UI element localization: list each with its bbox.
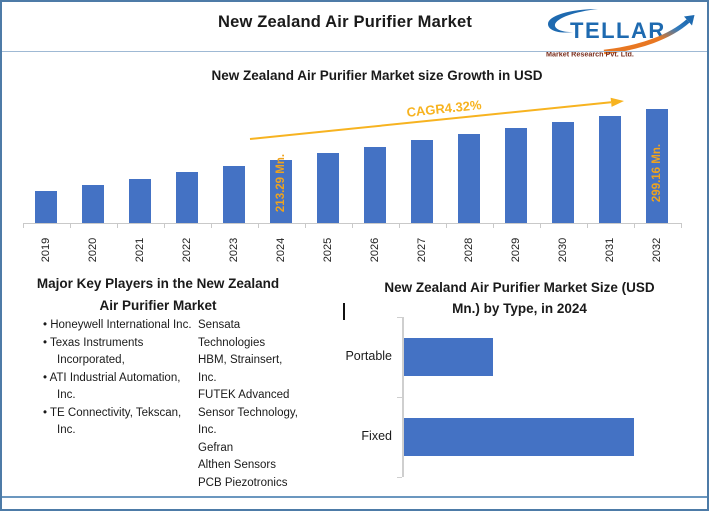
type-chart-title-line1: New Zealand Air Purifier Market Size (US… <box>384 280 655 295</box>
type-chart-title: New Zealand Air Purifier Market Size (US… <box>347 277 692 319</box>
growth-axis-tick <box>257 223 259 228</box>
cagr-annotation: CAGR4.32% <box>405 97 483 120</box>
growth-bar-2031 <box>599 116 621 223</box>
growth-bar-2019 <box>35 191 57 223</box>
type-axis-tick <box>397 477 402 478</box>
logo-s-swoosh-icon <box>548 9 598 33</box>
bar-value-label-2032: 299.16 Mn. <box>651 143 663 203</box>
bar-value-label-2024: 213.29 Mn. <box>275 153 287 213</box>
growth-axis-tick <box>633 223 635 228</box>
type-axis-tick <box>397 317 402 318</box>
growth-bar-2025 <box>317 153 339 223</box>
type-bar-portable <box>403 338 493 376</box>
growth-bar-2023 <box>223 166 245 223</box>
x-tick-label-2020: 2020 <box>87 237 99 263</box>
x-tick-label-2028: 2028 <box>463 237 475 263</box>
growth-axis-tick <box>586 223 588 228</box>
key-player-item: Honeywell International Inc. <box>32 317 194 335</box>
type-chart-title-line2: Mn.) by Type, in 2024 <box>452 301 587 316</box>
key-player-item: FUTEK Advanced Sensor Technology, Inc. <box>198 389 298 436</box>
growth-bar-2022 <box>176 172 198 223</box>
growth-bar-2026 <box>364 147 386 223</box>
growth-bar-2024 <box>270 160 292 223</box>
x-tick-label-2021: 2021 <box>134 237 146 263</box>
growth-bar-2028 <box>458 134 480 223</box>
growth-bar-2021 <box>129 179 151 223</box>
growth-axis-tick <box>351 223 353 228</box>
growth-axis-tick <box>680 223 682 228</box>
key-player-item: PCB Piezotronics <box>198 476 288 489</box>
growth-chart-title: New Zealand Air Purifier Market size Gro… <box>211 68 543 83</box>
x-tick-label-2019: 2019 <box>40 237 52 263</box>
type-y-axis <box>402 317 404 477</box>
key-player-item: Gefran <box>198 441 234 454</box>
growth-axis-tick <box>539 223 541 228</box>
stellar-logo: TELLAR Market Research Pvt. Ltd. <box>546 9 695 59</box>
growth-axis-tick <box>445 223 447 228</box>
bottom-divider <box>2 496 707 498</box>
key-player-item: HBM, Strainsert, Inc. <box>198 354 283 384</box>
logo-arrow-icon <box>603 19 690 55</box>
type-bar-fixed <box>403 418 634 456</box>
growth-axis-tick <box>116 223 118 228</box>
growth-axis-tick <box>210 223 212 228</box>
key-players-title-line2: Air Purifier Market <box>99 298 217 313</box>
key-players-title-line1: Major Key Players in the New Zealand <box>36 276 280 291</box>
x-tick-label-2024: 2024 <box>275 237 287 263</box>
growth-axis-tick <box>69 223 71 228</box>
x-tick-label-2031: 2031 <box>604 237 616 263</box>
logo-brand-text: TELLAR <box>570 18 666 43</box>
key-players-list-plain: Sensata Technologies HBM, Strainsert, In… <box>198 317 298 492</box>
type-axis-tick <box>397 397 402 398</box>
x-tick-label-2022: 2022 <box>181 237 193 263</box>
page-title: New Zealand Air Purifier Market <box>217 13 473 31</box>
growth-axis-tick <box>492 223 494 228</box>
logo-tagline: Market Research Pvt. Ltd. <box>546 50 634 59</box>
x-tick-label-2026: 2026 <box>369 237 381 263</box>
key-player-item: TE Connectivity, Tekscan, Inc. <box>32 405 194 440</box>
type-category-label-portable: Portable <box>345 349 392 363</box>
type-category-label-fixed: Fixed <box>361 429 392 443</box>
x-tick-label-2029: 2029 <box>510 237 522 263</box>
key-player-item: Althen Sensors <box>198 459 276 471</box>
x-tick-label-2027: 2027 <box>416 237 428 263</box>
x-tick-label-2032: 2032 <box>651 237 663 263</box>
growth-bar-2032 <box>646 109 668 223</box>
key-players-list-bulleted: Honeywell International Inc. Texas Instr… <box>32 317 194 440</box>
key-players-title: Major Key Players in the New Zealand Air… <box>14 273 302 317</box>
growth-axis-tick <box>304 223 306 228</box>
x-tick-label-2030: 2030 <box>557 237 569 263</box>
x-tick-label-2023: 2023 <box>228 237 240 263</box>
growth-bar-2020 <box>82 185 104 223</box>
growth-axis-tick <box>398 223 400 228</box>
key-player-item: Sensata Technologies <box>198 319 266 349</box>
header-divider <box>2 51 707 52</box>
logo-arrowhead-icon <box>684 15 695 26</box>
growth-bar-2027 <box>411 140 433 223</box>
cursor-artifact <box>343 303 345 320</box>
key-player-item: ATI Industrial Automation, Inc. <box>32 370 194 405</box>
growth-bar-2030 <box>552 122 574 223</box>
growth-axis-tick <box>22 223 24 228</box>
growth-bar-2029 <box>505 128 527 223</box>
key-player-item: Texas Instruments Incorporated, <box>32 335 194 370</box>
x-tick-label-2025: 2025 <box>322 237 334 263</box>
growth-axis-tick <box>163 223 165 228</box>
